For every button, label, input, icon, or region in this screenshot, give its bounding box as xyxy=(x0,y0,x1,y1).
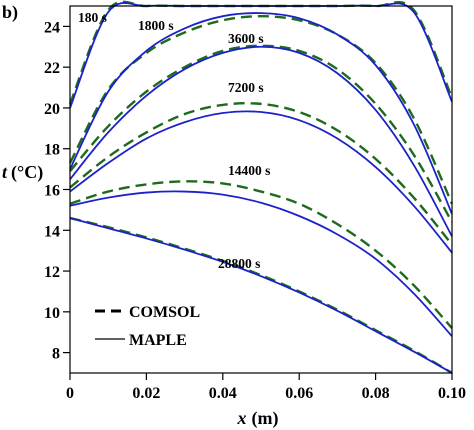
annotation-7200s: 7200 s xyxy=(228,80,264,95)
panel-label: b) xyxy=(2,2,18,23)
series-comsol-28800s xyxy=(69,216,453,375)
series-maple-14400s xyxy=(69,190,453,337)
curves xyxy=(68,0,454,375)
x-tick-label: 0 xyxy=(66,385,74,402)
annotation-3600s: 3600 s xyxy=(228,31,264,46)
legend: COMSOL MAPLE xyxy=(95,304,200,349)
series-maple-1800s xyxy=(69,12,453,215)
annotation-28800s: 28800 s xyxy=(218,256,260,271)
annotation-1800s: 1800 s xyxy=(138,18,174,33)
y-tick-label: 16 xyxy=(44,183,60,200)
y-axis-title: t (°C) xyxy=(2,162,43,183)
y-tick-label: 14 xyxy=(44,223,60,240)
series-maple-3600s xyxy=(69,45,453,237)
y-tick-label: 24 xyxy=(44,19,60,36)
annotation-180s: 180 s xyxy=(78,10,107,25)
y-tick-label: 20 xyxy=(44,101,60,118)
y-axis-variable: t xyxy=(2,162,8,182)
x-tick-label: 0.08 xyxy=(362,385,390,402)
legend-maple-label: MAPLE xyxy=(129,332,187,349)
plot-frame xyxy=(69,5,453,374)
y-axis: 8 10 12 14 16 18 20 22 24 xyxy=(44,19,70,363)
y-tick-label: 8 xyxy=(52,346,60,363)
series-comsol-3600s xyxy=(69,44,454,223)
y-tick-label: 12 xyxy=(44,264,60,281)
series-maple-28800s xyxy=(69,217,453,374)
annotations: 180 s 1800 s 3600 s 7200 s 14400 s 28800… xyxy=(78,10,270,271)
annotation-14400s: 14400 s xyxy=(228,163,270,178)
series-comsol-7200s xyxy=(69,102,453,246)
series-maple-7200s xyxy=(69,110,453,254)
x-axis-variable: x xyxy=(237,408,247,428)
y-tick-label: 18 xyxy=(44,142,60,159)
y-axis-unit: (°C) xyxy=(11,162,43,183)
x-tick-label: 0.06 xyxy=(285,385,313,402)
x-tick-label: 0.04 xyxy=(209,385,237,402)
x-axis-title: x (m) xyxy=(237,408,279,429)
x-tick-label: 0.02 xyxy=(132,385,160,402)
series-comsol-14400s xyxy=(69,180,453,329)
x-axis-unit: (m) xyxy=(252,408,279,429)
y-tick-label: 22 xyxy=(44,60,60,77)
series-comsol-1800s xyxy=(68,14,454,205)
y-tick-label: 10 xyxy=(44,305,60,322)
x-tick-label: 0.10 xyxy=(438,385,466,402)
x-axis: 0 0.02 0.04 0.06 0.08 0.10 xyxy=(66,373,466,402)
legend-comsol-label: COMSOL xyxy=(129,304,200,321)
